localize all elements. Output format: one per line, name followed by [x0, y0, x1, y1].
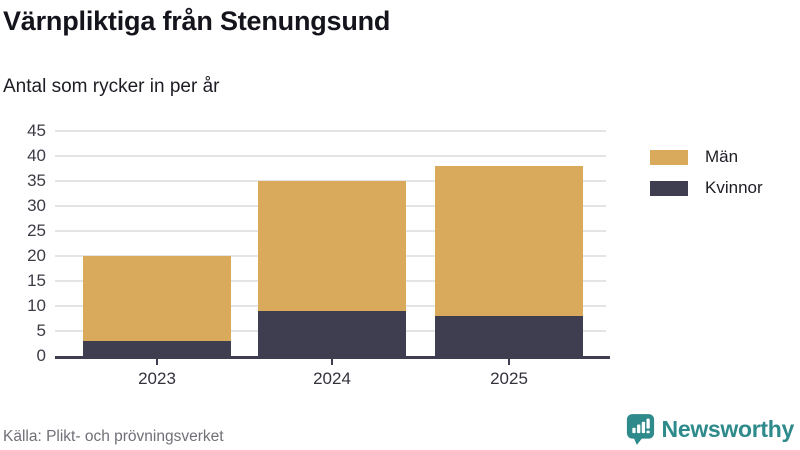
- legend-label: Kvinnor: [705, 178, 763, 197]
- x-axis-tick-label: 2025: [490, 369, 528, 388]
- page-title: Värnpliktiga från Stenungsund: [3, 6, 391, 36]
- chart-legend: Män Kvinnor: [650, 147, 763, 209]
- legend-label: Män: [705, 147, 739, 166]
- legend-swatch-män: [650, 149, 688, 165]
- y-axis-tick-label: 30: [27, 196, 46, 215]
- y-axis-tick-label: 15: [27, 271, 46, 290]
- bar-segment-män-2024: [258, 181, 406, 311]
- legend-swatch-kvinnor: [650, 180, 688, 196]
- y-axis-tick-label: 45: [27, 121, 46, 140]
- y-axis-tick-label: 35: [27, 171, 46, 190]
- legend-item-män: Män: [650, 147, 763, 167]
- bar-segment-kvinnor-2025: [435, 316, 583, 356]
- source-note: Källa: Plikt- och prövningsverket: [3, 428, 224, 445]
- grid-line: [55, 155, 606, 157]
- x-axis-tick: [156, 359, 158, 365]
- y-axis-tick-label: 40: [27, 146, 46, 165]
- x-axis-tick-label: 2023: [138, 369, 176, 388]
- bar-segment-män-2023: [83, 256, 231, 341]
- y-axis-tick-label: 0: [36, 346, 46, 365]
- legend-item-kvinnor: Kvinnor: [650, 178, 763, 198]
- x-axis-line: [55, 356, 610, 359]
- bar-segment-kvinnor-2024: [258, 311, 406, 356]
- x-axis-tick: [508, 359, 510, 365]
- bar-segment-män-2025: [435, 166, 583, 316]
- y-axis-tick-label: 25: [27, 221, 46, 240]
- chart-subtitle: Antal som rycker in per år: [3, 76, 220, 97]
- bar-segment-kvinnor-2023: [83, 341, 231, 356]
- y-axis-tick-label: 20: [27, 246, 46, 265]
- x-axis-tick-label: 2024: [313, 369, 351, 388]
- y-axis-tick-label: 5: [36, 321, 46, 340]
- y-axis-tick-label: 10: [27, 296, 46, 315]
- newsworthy-logo-icon: [626, 414, 654, 445]
- newsworthy-brand: Newsworthy: [626, 413, 794, 446]
- grid-line: [55, 130, 606, 132]
- x-axis-tick: [331, 359, 333, 365]
- newsworthy-wordmark: Newsworthy: [661, 416, 795, 442]
